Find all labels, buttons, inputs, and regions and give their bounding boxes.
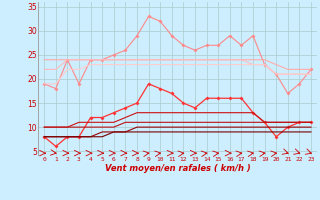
X-axis label: Vent moyen/en rafales ( km/h ): Vent moyen/en rafales ( km/h ) bbox=[105, 164, 251, 173]
